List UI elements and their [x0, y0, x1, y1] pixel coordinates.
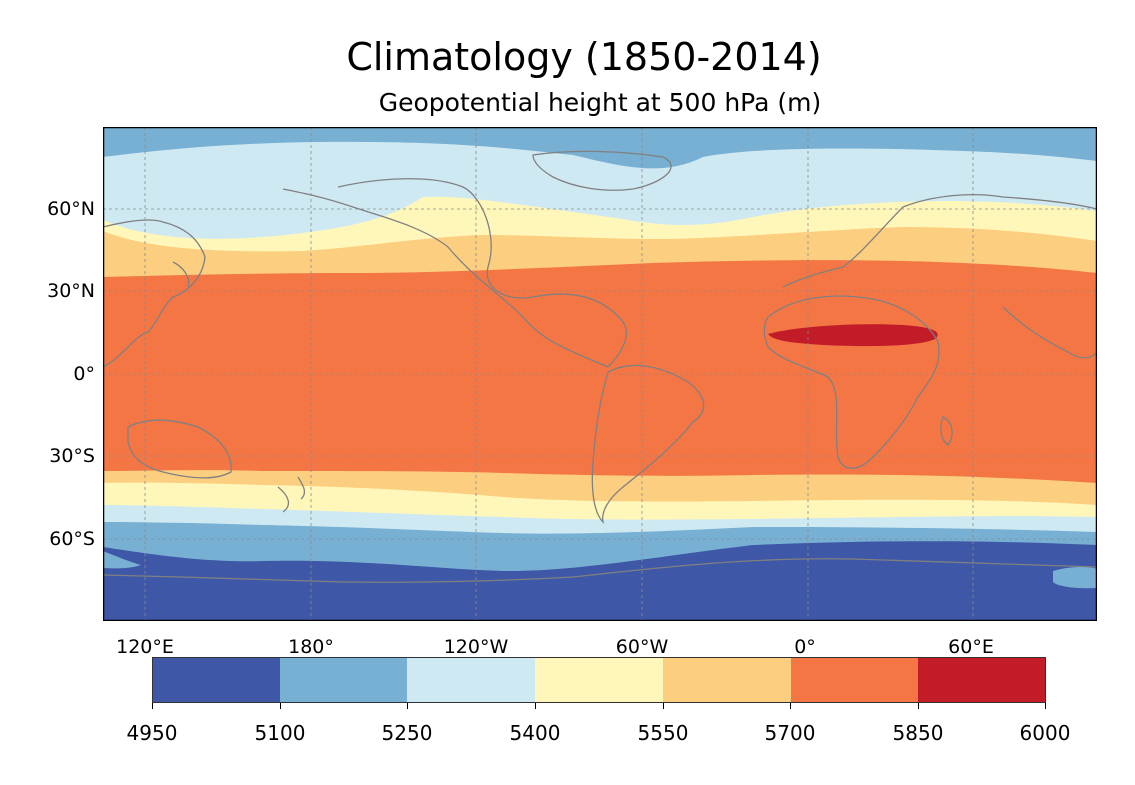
colorbar-tick	[918, 703, 919, 709]
colorbar-label-5400: 5400	[509, 721, 561, 745]
colorbar-segment-4950-5100	[152, 657, 280, 703]
colorbar-tick	[152, 703, 153, 709]
colorbar-segment-5850-6000	[918, 657, 1047, 703]
lon-label-180: 180°	[288, 636, 334, 658]
lon-label-120e: 120°E	[116, 636, 174, 658]
colorbar-segment-5550-5700	[662, 657, 791, 703]
colorbar-tick	[790, 703, 791, 709]
coast-asia-south	[1002, 306, 1097, 359]
lat-label-60n: 60°N	[47, 198, 95, 220]
antarctic-5100-patch-west	[103, 551, 141, 569]
lon-label-60e: 60°E	[948, 636, 994, 658]
lat-label-30n: 30°N	[47, 280, 95, 302]
coastlines	[103, 150, 1097, 583]
colorbar-segment-5100-5250	[279, 657, 408, 703]
coast-north-america	[282, 178, 627, 368]
coast-new-zealand	[277, 476, 306, 513]
map-plot	[103, 127, 1097, 621]
colorbar-label-5700: 5700	[764, 721, 816, 745]
colorbar-segment-5400-5550	[535, 657, 663, 703]
coast-japan	[172, 261, 190, 288]
coast-asia-east	[103, 219, 206, 368]
lon-label-120w: 120°W	[443, 636, 509, 658]
colorbar	[152, 657, 1047, 703]
band-5700-5850	[103, 260, 1097, 483]
coast-madagascar	[940, 416, 953, 446]
chart-subtitle: Geopotential height at 500 hPa (m)	[378, 88, 822, 117]
colorbar-tick	[535, 703, 536, 709]
colorbar-label-6000: 6000	[1019, 721, 1071, 745]
colorbar-tick	[1045, 703, 1046, 709]
colorbar-label-5250: 5250	[381, 721, 433, 745]
coast-south-america	[591, 364, 705, 524]
map-border	[103, 127, 1097, 621]
coast-greenland	[532, 150, 672, 191]
lat-label-30s: 30°S	[49, 445, 95, 467]
colorbar-label-5550: 5550	[637, 721, 689, 745]
colorbar-label-5100: 5100	[254, 721, 306, 745]
lon-label-60w: 60°W	[615, 636, 669, 658]
lat-label-60s: 60°S	[49, 528, 95, 550]
colorbar-segment-5250-5400	[407, 657, 536, 703]
gridlines	[103, 127, 1097, 621]
coast-antarctica	[103, 558, 1097, 583]
coast-europe	[782, 194, 1097, 288]
colorbar-label-5850: 5850	[892, 721, 944, 745]
colorbar-tick	[407, 703, 408, 709]
lon-label-0: 0°	[794, 636, 816, 658]
lat-label-eq: 0°	[73, 363, 95, 385]
colorbar-tick	[663, 703, 664, 709]
chart-title: Climatology (1850-2014)	[346, 35, 822, 79]
band-5850-6000	[768, 324, 938, 347]
antarctic-5100-patch-east	[1053, 567, 1097, 589]
coast-africa	[763, 295, 940, 469]
colorbar-segment-5700-5850	[790, 657, 919, 703]
colorbar-label-4950: 4950	[126, 721, 178, 745]
colorbar-tick	[280, 703, 281, 709]
